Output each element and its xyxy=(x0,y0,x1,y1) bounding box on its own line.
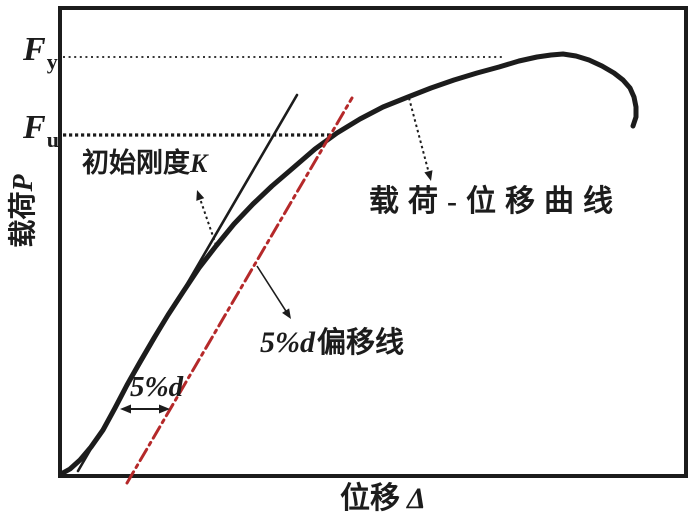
initial-stiffness-symbol: K xyxy=(190,149,208,178)
fu-symbol: F xyxy=(23,109,46,146)
arrowhead xyxy=(282,308,291,319)
series-dash-dot xyxy=(125,96,354,485)
offset-line-text: 偏移线 xyxy=(317,327,405,359)
series-solid xyxy=(58,51,639,477)
y-axis-title-text: 载荷 xyxy=(8,191,39,248)
plot-border xyxy=(58,6,688,478)
y-axis-title: 载荷P xyxy=(8,169,40,253)
arrowhead xyxy=(120,404,131,414)
y-axis-title-symbol: P xyxy=(8,174,39,192)
fy-symbol: F xyxy=(23,31,46,68)
initial-stiffness-arrow xyxy=(198,198,217,246)
offset-gap-annotation: 5%d xyxy=(130,371,184,403)
arrowhead xyxy=(196,190,205,201)
offset-line-annotation: 5%d偏移线 xyxy=(260,328,404,358)
offset-line-label-arrow xyxy=(256,265,287,312)
fu-subscript: u xyxy=(46,127,59,152)
curve-annotation: 载荷-位移曲线 xyxy=(369,185,622,218)
x-axis-title: 位移 Δ xyxy=(340,484,426,514)
fu-label: Fu xyxy=(23,109,59,151)
x-axis-title-symbol: Δ xyxy=(407,482,426,515)
fy-subscript: y xyxy=(46,49,58,74)
offset-line-symbol: 5%d xyxy=(260,326,315,359)
fy-label: Fy xyxy=(23,31,58,73)
curve-label-arrow xyxy=(408,97,430,173)
x-axis-title-text: 位移 xyxy=(340,482,400,515)
initial-stiffness-text: 初始刚度 xyxy=(82,148,190,178)
arrowhead xyxy=(159,404,170,414)
series-solid xyxy=(76,93,299,473)
initial-stiffness-annotation: 初始刚度K xyxy=(82,150,207,177)
arrowhead xyxy=(424,170,433,181)
